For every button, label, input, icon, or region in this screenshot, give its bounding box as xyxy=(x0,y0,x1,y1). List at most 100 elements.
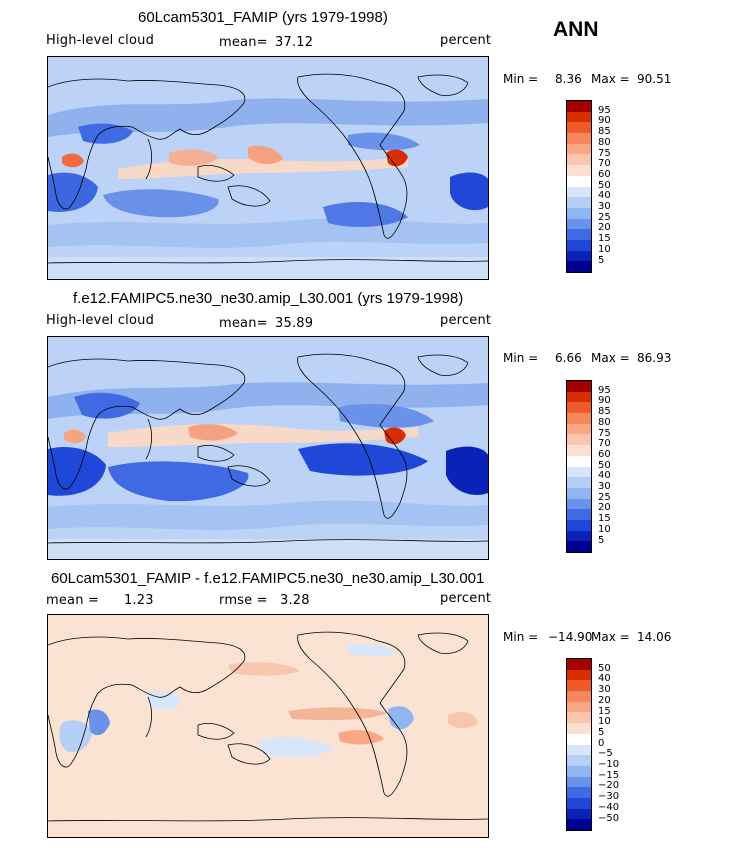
colorbar-swatch xyxy=(567,423,591,435)
colorbar-swatch xyxy=(567,239,591,251)
colorbar-swatch xyxy=(567,154,591,166)
colorbar-tick-label: 80 xyxy=(598,136,611,148)
panel-2-subtropics-atlantic-east xyxy=(446,446,488,495)
colorbar-swatch xyxy=(567,733,591,745)
colorbar-swatch xyxy=(567,261,591,272)
colorbar-swatch xyxy=(567,207,591,219)
colorbar-tick-label: 60 xyxy=(598,168,611,180)
panel-2-units: percent xyxy=(440,313,492,328)
panel-1-subtropics-pacific-se xyxy=(323,202,408,227)
panel-2-max-label: Max = xyxy=(591,351,630,365)
panel-3-map-svg xyxy=(48,615,488,837)
panel-1-sahara xyxy=(78,123,133,144)
panel-3-units: percent xyxy=(440,591,492,606)
panel-1-maritime-continent xyxy=(248,145,283,165)
colorbar-swatch xyxy=(567,701,591,713)
colorbar-tick-label: 10 xyxy=(598,716,611,728)
panel-3-rmse-label: rmse = xyxy=(219,593,268,608)
colorbar-tick-label: 50 xyxy=(598,662,611,674)
panel-3-pos-atlantic xyxy=(448,712,478,729)
panel-3-coastlines xyxy=(48,631,488,822)
panel-3-neg-atlantic-south xyxy=(59,720,92,753)
panel-1-subtropics-pacific-ne xyxy=(348,132,420,151)
colorbar-swatch xyxy=(567,744,591,756)
colorbar-swatch xyxy=(567,808,591,820)
colorbar-swatch xyxy=(567,111,591,123)
colorbar-swatch xyxy=(567,197,591,208)
colorbar-swatch xyxy=(567,519,591,531)
colorbar-swatch xyxy=(567,819,591,830)
panel-1-units: percent xyxy=(440,33,492,48)
panel-2-subtropics-indian xyxy=(108,461,249,502)
colorbar-tick-label: 40 xyxy=(598,190,611,202)
panel-2-sahara xyxy=(74,392,140,419)
colorbar-swatch xyxy=(567,723,591,734)
colorbar-tick-label: −30 xyxy=(598,791,620,803)
colorbar-tick-label: 25 xyxy=(598,211,611,223)
colorbar-tick-label: 15 xyxy=(598,233,611,245)
colorbar-swatch xyxy=(567,250,591,262)
colorbar-tick-label: 25 xyxy=(598,491,611,503)
colorbar-tick-label: 50 xyxy=(598,459,611,471)
colorbar-swatch xyxy=(567,680,591,692)
colorbar-tick-label: 20 xyxy=(598,694,611,706)
colorbar-tick-label: 5 xyxy=(598,254,605,266)
colorbar-swatch xyxy=(567,186,591,198)
colorbar-swatch xyxy=(567,165,591,176)
panel-3-pos-se-pacific xyxy=(338,730,384,745)
panel-3-min-value: −14.90 xyxy=(548,630,593,644)
colorbar-tick-label: 75 xyxy=(598,427,611,439)
panel-2-colorbar xyxy=(566,380,592,553)
colorbar-tick-label: 40 xyxy=(598,673,611,685)
panel-3-pos-north-pacific xyxy=(228,662,300,676)
colorbar-tick-label: 30 xyxy=(598,684,611,696)
colorbar-tick-label: −15 xyxy=(598,769,620,781)
colorbar-swatch xyxy=(567,541,591,552)
panel-2-map xyxy=(47,336,489,560)
colorbar-tick-label: 10 xyxy=(598,523,611,535)
panel-3-map-background xyxy=(48,615,488,837)
panel-2-itcz xyxy=(108,424,418,447)
colorbar-tick-label: 70 xyxy=(598,438,611,450)
colorbar-tick-label: 20 xyxy=(598,502,611,514)
panel-1-africa-convection xyxy=(62,153,84,168)
colorbar-swatch xyxy=(567,691,591,702)
colorbar-tick-label: 85 xyxy=(598,126,611,138)
panel-1-storm-track-nh xyxy=(48,98,488,137)
colorbar-tick-label: 90 xyxy=(598,115,611,127)
panel-2-antarctic-band xyxy=(48,539,488,559)
panel-1-max-label: Max = xyxy=(591,72,630,86)
colorbar-tick-label: −10 xyxy=(598,759,620,770)
panel-1-subtropics-indian xyxy=(103,189,219,218)
panel-2-min-label: Min = xyxy=(503,351,539,365)
panel-3-neg-amazon xyxy=(388,706,414,730)
colorbar-swatch xyxy=(567,218,591,230)
colorbar-tick-label: 95 xyxy=(598,104,611,116)
panel-3-min-label: Min = xyxy=(503,630,539,644)
colorbar-swatch xyxy=(567,122,591,134)
colorbar-tick-label: 60 xyxy=(598,448,611,460)
colorbar-swatch xyxy=(567,445,591,456)
colorbar-swatch xyxy=(567,477,591,488)
panel-2-min-value: 6.66 xyxy=(555,351,582,365)
panel-1-max-value: 90.51 xyxy=(637,72,672,86)
season-label: ANN xyxy=(553,18,599,41)
colorbar-swatch xyxy=(567,797,591,809)
colorbar-swatch xyxy=(567,413,591,424)
panel-3-neg-africa xyxy=(88,709,110,736)
colorbar-tick-label: 0 xyxy=(598,737,605,749)
panel-1-variable-label: High-level cloud xyxy=(46,33,155,48)
colorbar-swatch xyxy=(567,466,591,478)
colorbar-tick-label: 80 xyxy=(598,416,611,428)
colorbar-tick-label: 75 xyxy=(598,147,611,159)
panel-2-maritime-continent xyxy=(188,424,238,441)
colorbar-swatch xyxy=(567,381,591,392)
panel-3-neg-north xyxy=(348,643,396,657)
colorbar-swatch xyxy=(567,669,591,681)
colorbar-tick-label: 15 xyxy=(598,705,611,717)
panel-1-map-svg xyxy=(48,57,488,279)
panel-3-pos-pacific-itcz xyxy=(288,707,388,721)
panel-2-title: f.e12.FAMIPC5.ne30_ne30.amip_L30.001 (yr… xyxy=(73,290,464,307)
panel-1-min-value: 8.36 xyxy=(555,72,582,86)
colorbar-swatch xyxy=(567,712,591,724)
